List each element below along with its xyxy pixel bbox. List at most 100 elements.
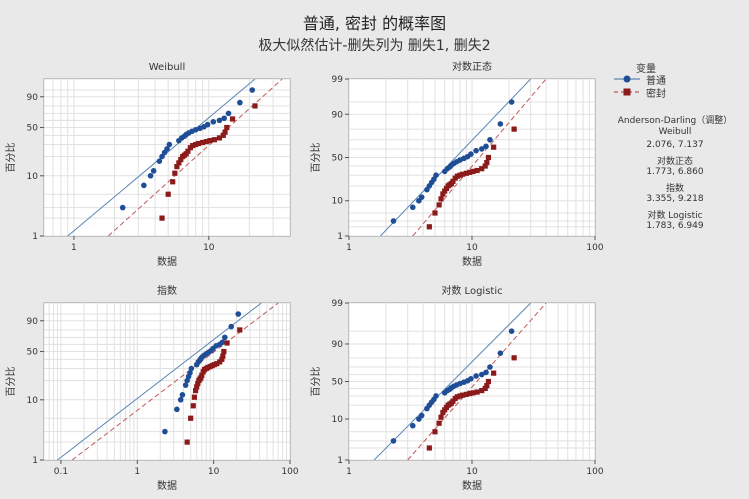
data-point-series-1 xyxy=(508,328,515,334)
ad-title: Anderson-Darling（调整） xyxy=(617,116,733,126)
data-point-series-2 xyxy=(463,391,469,397)
data-point-series-1 xyxy=(221,115,227,122)
x-axis-label: 数据 xyxy=(462,255,482,268)
data-point-series-2 xyxy=(436,420,442,426)
ad-row-values: 1.783, 6.949 xyxy=(646,221,704,231)
data-point-series-2 xyxy=(463,170,469,176)
ad-row-name: 指数 xyxy=(665,184,684,194)
data-point-series-2 xyxy=(511,355,517,361)
y-tick-label: 50 xyxy=(332,154,344,164)
data-point-series-2 xyxy=(457,393,463,399)
data-point-series-2 xyxy=(482,163,488,169)
x-tick-label: 0.1 xyxy=(54,467,68,477)
data-point-series-2 xyxy=(185,148,191,154)
data-point-series-2 xyxy=(165,191,171,197)
data-point-series-2 xyxy=(457,172,463,178)
y-tick-label: 1 xyxy=(337,232,343,242)
data-point-series-2 xyxy=(220,132,226,138)
data-point-series-1 xyxy=(225,110,232,117)
data-point-series-1 xyxy=(468,375,474,382)
data-point-series-2 xyxy=(193,141,199,148)
data-point-series-2 xyxy=(438,196,444,202)
fit-line-series-2 xyxy=(407,303,547,460)
data-point-series-1 xyxy=(468,151,474,157)
data-point-series-2 xyxy=(460,171,466,177)
data-point-series-2 xyxy=(491,144,497,150)
data-point-series-1 xyxy=(219,339,226,346)
data-point-series-2 xyxy=(460,392,466,398)
plot-panel-4: 1 10 100 1 10 50 90 99 对数 Logistic 数据 百分比 xyxy=(310,284,604,492)
data-point-series-1 xyxy=(162,428,168,435)
y-tick-label: 90 xyxy=(332,340,344,350)
data-point-series-2 xyxy=(195,140,202,147)
data-point-series-1 xyxy=(473,147,479,154)
ad-row-values: 2.076, 7.137 xyxy=(646,140,704,150)
x-tick-label: 1 xyxy=(346,467,352,477)
data-point-series-1 xyxy=(147,172,154,179)
data-point-series-2 xyxy=(178,156,184,163)
data-point-series-2 xyxy=(479,387,485,394)
ad-row-name: Weibull xyxy=(658,127,692,137)
data-point-series-2 xyxy=(511,126,517,132)
plot-panel-1: 1 10 1 10 50 90 Weibull 数据 百分比 xyxy=(5,62,291,268)
panel-title: 指数 xyxy=(157,284,177,297)
y-tick-label: 90 xyxy=(27,317,39,327)
data-point-series-2 xyxy=(194,384,200,390)
panel-title: 对数 Logistic xyxy=(441,284,502,297)
y-tick-label: 10 xyxy=(27,396,39,406)
x-tick-label: 10 xyxy=(466,243,478,253)
y-tick-label: 50 xyxy=(27,348,39,358)
x-tick-label: 1 xyxy=(134,467,140,477)
data-point-series-2 xyxy=(211,137,217,143)
x-tick-label: 10 xyxy=(208,467,220,477)
data-point-series-1 xyxy=(119,204,126,211)
data-point-series-1 xyxy=(210,118,217,125)
data-point-series-1 xyxy=(433,393,439,399)
data-point-series-2 xyxy=(176,160,182,166)
data-point-series-1 xyxy=(473,373,479,379)
data-point-series-1 xyxy=(179,392,186,398)
x-axis-label: 数据 xyxy=(157,255,177,268)
data-point-series-2 xyxy=(190,403,196,409)
fit-line-series-1 xyxy=(373,303,532,460)
data-point-series-1 xyxy=(156,158,163,164)
ad-row-values: 3.355, 9.218 xyxy=(646,194,704,204)
x-tick-label: 10 xyxy=(203,243,215,253)
data-point-series-1 xyxy=(390,438,397,444)
legend-swatch-series-1 xyxy=(614,75,640,83)
x-tick-label: 100 xyxy=(281,467,298,477)
data-point-series-2 xyxy=(216,135,223,141)
x-tick-label: 100 xyxy=(586,467,603,477)
data-point-series-1 xyxy=(166,141,173,148)
x-tick-label: 1 xyxy=(71,243,77,253)
data-point-series-2 xyxy=(237,327,243,333)
data-point-series-1 xyxy=(174,406,180,413)
data-point-series-2 xyxy=(252,103,258,109)
data-point-series-2 xyxy=(485,154,492,161)
data-point-series-2 xyxy=(474,167,480,174)
fit-line-series-2 xyxy=(412,79,547,236)
data-point-series-2 xyxy=(192,388,199,394)
data-point-series-1 xyxy=(237,99,243,106)
data-point-series-1 xyxy=(204,121,211,128)
data-point-series-1 xyxy=(192,126,199,133)
data-point-series-2 xyxy=(474,389,480,395)
data-point-series-1 xyxy=(478,146,485,152)
data-point-series-1 xyxy=(182,382,189,388)
y-tick-label: 1 xyxy=(337,456,343,466)
data-point-series-1 xyxy=(249,87,256,93)
data-point-series-2 xyxy=(174,164,180,170)
data-point-series-2 xyxy=(159,215,165,221)
legend-title: 变量 xyxy=(636,64,656,75)
data-point-series-1 xyxy=(478,371,485,378)
data-point-series-1 xyxy=(487,364,493,370)
data-point-series-2 xyxy=(436,202,442,208)
data-point-series-2 xyxy=(220,353,226,359)
data-point-series-1 xyxy=(235,311,242,317)
data-point-series-2 xyxy=(222,129,228,135)
legend-label-series-2: 密封 xyxy=(646,89,666,100)
fit-line-series-1 xyxy=(380,79,532,236)
data-point-series-2 xyxy=(214,361,220,367)
